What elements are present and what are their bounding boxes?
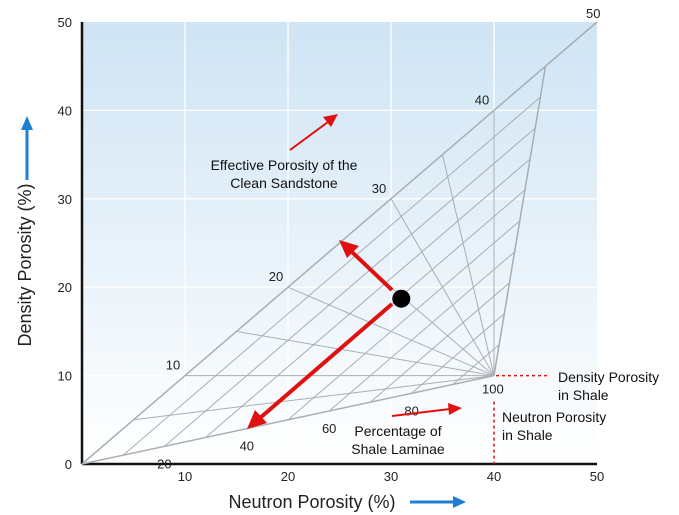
arrow-to-porosity — [350, 250, 394, 292]
arrow-to-porosity-head — [339, 240, 359, 258]
laminae-line — [287, 220, 521, 421]
neutron-shale-annotation: Neutron Porosity in Shale — [502, 409, 606, 443]
laminae-arrow — [391, 408, 451, 417]
porosity-scale-label: 20 — [269, 269, 283, 284]
x-tick-label: 20 — [281, 469, 295, 484]
effective-porosity-line-2: Clean Sandstone — [230, 175, 338, 191]
porosity-scale-label: 40 — [475, 92, 489, 107]
y-tick-label: 30 — [58, 192, 72, 207]
porosity-scale-label: 30 — [372, 181, 386, 196]
laminae-line — [452, 344, 500, 385]
x-tick-labels: 10 20 30 40 50 — [178, 469, 604, 484]
y-tick-label: 20 — [58, 280, 72, 295]
arrow-to-laminae — [258, 302, 394, 420]
laminae-line — [205, 158, 531, 438]
y-tick-label: 50 — [58, 15, 72, 30]
laminae-annotation: Percentage of Shale Laminae — [351, 423, 445, 457]
red-arrows — [247, 114, 462, 429]
effective-porosity-annotation: Effective Porosity of the Clean Sandston… — [211, 157, 358, 191]
y-axis-title: Density Porosity (%) — [15, 183, 35, 346]
neutron-shale-line-1: Neutron Porosity — [502, 409, 606, 425]
x-axis-title: Neutron Porosity (%) — [228, 492, 395, 512]
y-tick-labels: 0 10 20 30 40 50 — [58, 15, 72, 472]
y-tick-label: 40 — [58, 103, 72, 118]
x-tick-label: 10 — [178, 469, 192, 484]
laminae-arrow-head — [448, 403, 462, 415]
y-axis-arrow-head — [21, 116, 33, 130]
y-tick-label: 0 — [65, 457, 72, 472]
density-shale-line-2: in Shale — [558, 387, 609, 403]
laminae-line — [122, 96, 541, 456]
effective-porosity-line-1: Effective Porosity of the — [211, 157, 358, 173]
horizontal-gridlines — [82, 109, 597, 377]
x-axis-arrow-head — [453, 496, 466, 508]
y-axis-arrow — [21, 116, 33, 180]
arrow-to-laminae-head — [247, 410, 267, 429]
lamina-scale-label: 80 — [404, 403, 418, 418]
lamina-scale-label: 60 — [322, 421, 336, 436]
laminae-line — [164, 127, 536, 447]
laminae-line-1: Percentage of — [354, 423, 441, 439]
sample-point — [392, 289, 411, 308]
density-shale-annotation: Density Porosity in Shale — [558, 369, 659, 403]
y-tick-label: 10 — [58, 369, 72, 384]
x-tick-label: 50 — [590, 469, 604, 484]
density-shale-line-1: Density Porosity — [558, 369, 659, 385]
x-tick-label: 30 — [384, 469, 398, 484]
laminae-line — [411, 313, 505, 394]
neutron-shale-line-2: in Shale — [502, 427, 553, 443]
x-tick-label: 40 — [487, 469, 501, 484]
laminae-line — [328, 251, 515, 412]
x-axis-arrow — [410, 496, 466, 508]
laminae-line — [370, 282, 510, 403]
effective-porosity-arrow — [289, 121, 329, 151]
laminae-line-2: Shale Laminae — [351, 441, 445, 457]
porosity-scale-label: 10 — [166, 358, 180, 373]
lamina-scale-label: 20 — [157, 456, 171, 471]
porosity-scale-labels: 10 20 30 40 — [166, 92, 489, 372]
lamina-scale-label: 40 — [240, 439, 254, 454]
effective-porosity-arrow-head — [323, 114, 338, 127]
shale-reference-dashes — [493, 374, 550, 464]
shale-point-label: 100 — [482, 382, 504, 397]
diagonal-end-label: 50 — [586, 6, 600, 21]
